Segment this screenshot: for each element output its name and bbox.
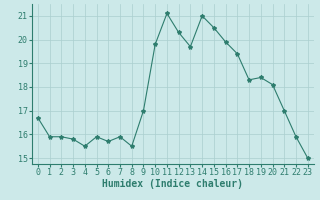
X-axis label: Humidex (Indice chaleur): Humidex (Indice chaleur) bbox=[102, 179, 243, 189]
